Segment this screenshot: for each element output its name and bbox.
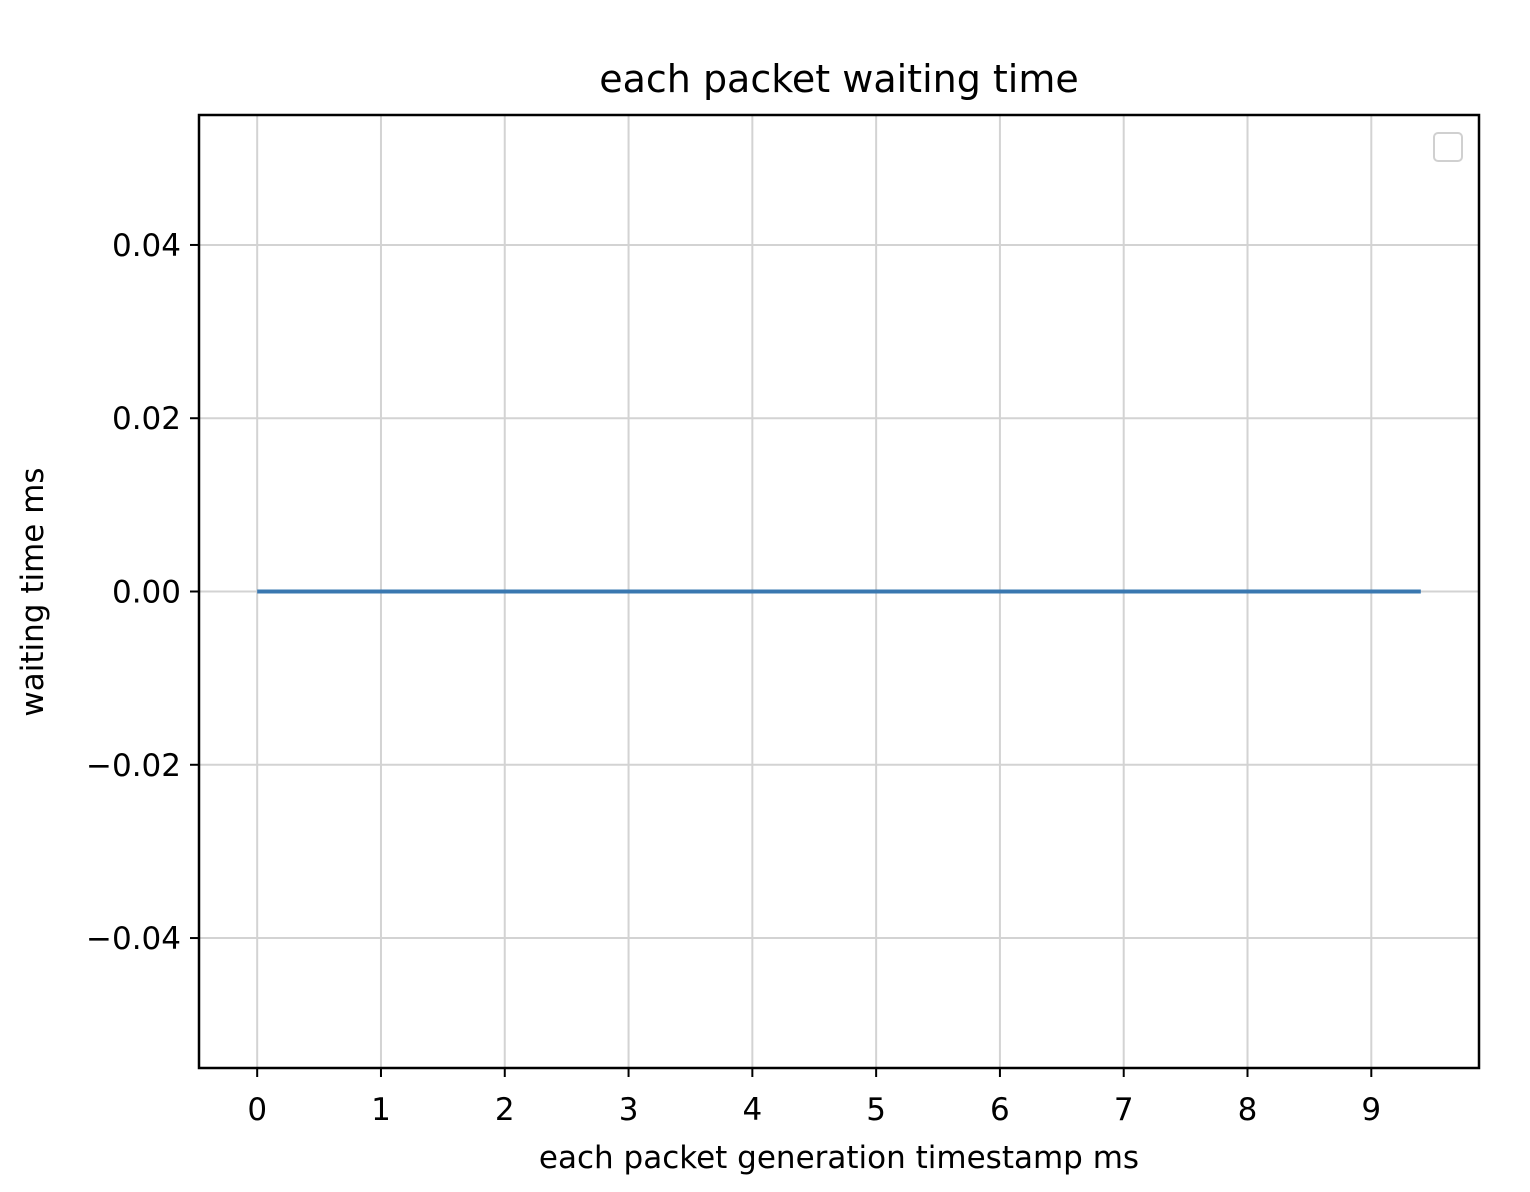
x-tick-label: 2 [495, 1092, 515, 1128]
x-tick-label: 3 [619, 1092, 639, 1128]
x-tick-label: 8 [1238, 1092, 1258, 1128]
y-tick-label: 0.00 [112, 575, 181, 611]
legend-box [1433, 132, 1463, 162]
ticks: 0 1 2 3 4 5 6 7 8 9 0.04 0.02 0.00 −0.02 −0.04 [86, 228, 1381, 1128]
chart-title: each packet waiting time [599, 57, 1079, 101]
x-tick-label: 1 [371, 1092, 391, 1128]
y-tick-label: −0.02 [86, 748, 181, 784]
x-tick-label: 9 [1361, 1092, 1381, 1128]
x-tick-label: 7 [1114, 1092, 1134, 1128]
x-tick-label: 5 [866, 1092, 886, 1128]
legend [1433, 132, 1463, 162]
x-tick-label: 6 [990, 1092, 1010, 1128]
y-axis-label: waiting time ms [15, 467, 51, 716]
x-axis-label: each packet generation timestamp ms [539, 1140, 1139, 1176]
y-tick-label: 0.02 [112, 401, 181, 437]
y-tick-label: 0.04 [112, 228, 181, 264]
x-tick-label: 0 [247, 1092, 267, 1128]
x-tick-label: 4 [742, 1092, 762, 1128]
y-tick-label: −0.04 [86, 921, 181, 957]
